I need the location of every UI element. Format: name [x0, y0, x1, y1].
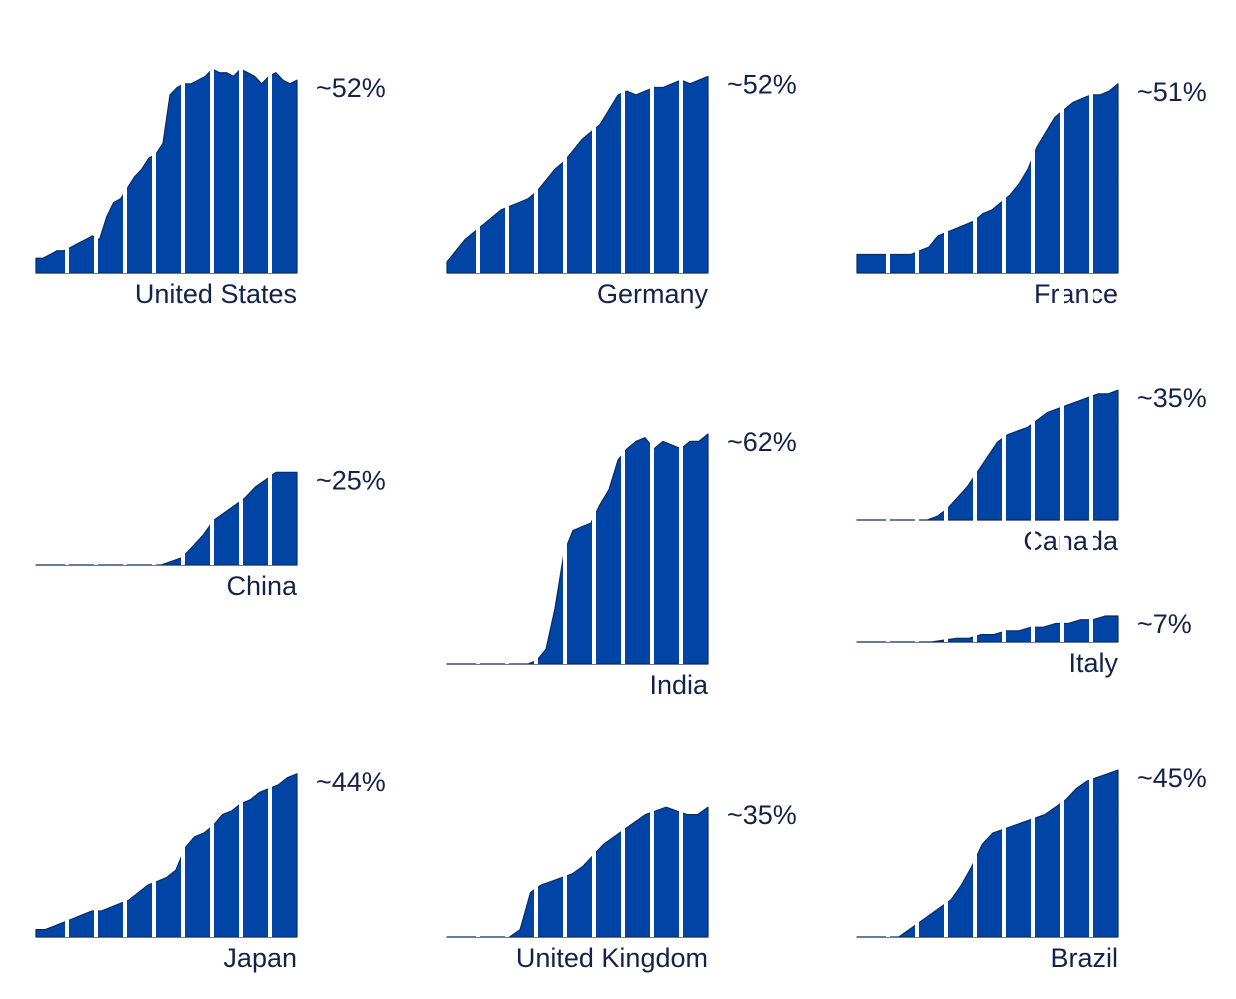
country-label: Germany — [597, 279, 709, 309]
value-label: ~51% — [1137, 77, 1207, 107]
value-label: ~25% — [316, 465, 386, 495]
area-series-united-states — [35, 68, 298, 274]
panel-united-states: United States ~52% — [35, 38, 386, 309]
panel-brazil: Brazil ~45% — [856, 702, 1207, 973]
country-label: Italy — [1068, 648, 1118, 678]
area-series-india — [446, 433, 709, 665]
value-label: ~45% — [1137, 763, 1207, 793]
value-label: ~62% — [727, 427, 797, 457]
area-series-france — [856, 83, 1119, 274]
area-series-brazil — [856, 769, 1119, 938]
value-label: ~52% — [316, 73, 386, 103]
area-series-japan — [35, 773, 298, 938]
panel-india: India ~62% — [446, 427, 797, 700]
country-label: China — [226, 571, 298, 601]
country-label: Japan — [223, 943, 297, 973]
value-label: ~7% — [1137, 609, 1192, 639]
panel-japan: Japan ~44% — [35, 702, 386, 973]
panel-united-kingdom: United Kingdom ~35% — [446, 702, 797, 973]
value-label: ~35% — [727, 800, 797, 830]
panel-italy: Italy ~7% — [856, 407, 1192, 678]
panel-france: France ~51% — [856, 38, 1207, 309]
panel-china: China ~25% — [35, 330, 386, 601]
country-label: France — [1034, 279, 1118, 309]
value-label: ~52% — [727, 69, 797, 99]
country-label: United Kingdom — [516, 943, 708, 973]
country-label: Brazil — [1050, 943, 1118, 973]
area-series-united-kingdom — [446, 806, 709, 938]
area-series-canada — [856, 389, 1119, 521]
area-series-germany — [446, 75, 709, 274]
country-label: India — [649, 670, 709, 700]
area-series-china — [35, 471, 298, 566]
country-label: United States — [135, 279, 297, 309]
country-label: Canada — [1023, 526, 1119, 556]
value-label: ~35% — [1137, 383, 1207, 413]
panel-germany: Germany ~52% — [446, 38, 797, 309]
value-label: ~44% — [316, 767, 386, 797]
area-series-italy — [856, 615, 1119, 643]
